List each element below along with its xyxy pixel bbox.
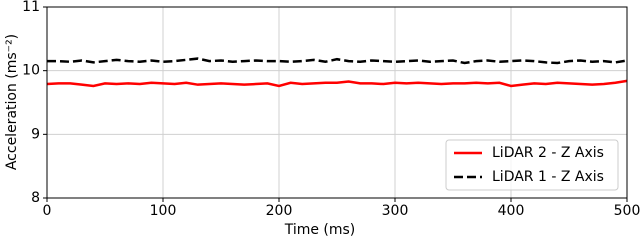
x-tick-label: 400: [498, 203, 525, 219]
legend: LiDAR 2 - Z Axis LiDAR 1 - Z Axis: [445, 139, 619, 191]
data-line: [46, 79, 628, 88]
x-tick-label: 200: [266, 203, 293, 219]
plot-frame: [46, 6, 628, 199]
x-axis-label: Time (ms): [284, 222, 356, 238]
legend-label: LiDAR 1 - Z Axis: [492, 169, 604, 185]
y-tick-label: 8: [31, 190, 40, 206]
y-axis-label: Acceleration (ms⁻²): [4, 34, 20, 170]
x-tick-label: 0: [43, 203, 52, 219]
legend-box: [445, 139, 619, 191]
legend-label: LiDAR 2 - Z Axis: [492, 145, 604, 161]
data-line: [47, 57, 628, 65]
x-tick-label: 100: [150, 203, 177, 219]
x-tick-label: 500: [614, 203, 640, 219]
y-tick-label: 10: [22, 63, 40, 79]
y-tick-label: 9: [31, 126, 40, 142]
x-tick-label: 300: [382, 203, 409, 219]
y-tick-label: 11: [22, 0, 40, 15]
